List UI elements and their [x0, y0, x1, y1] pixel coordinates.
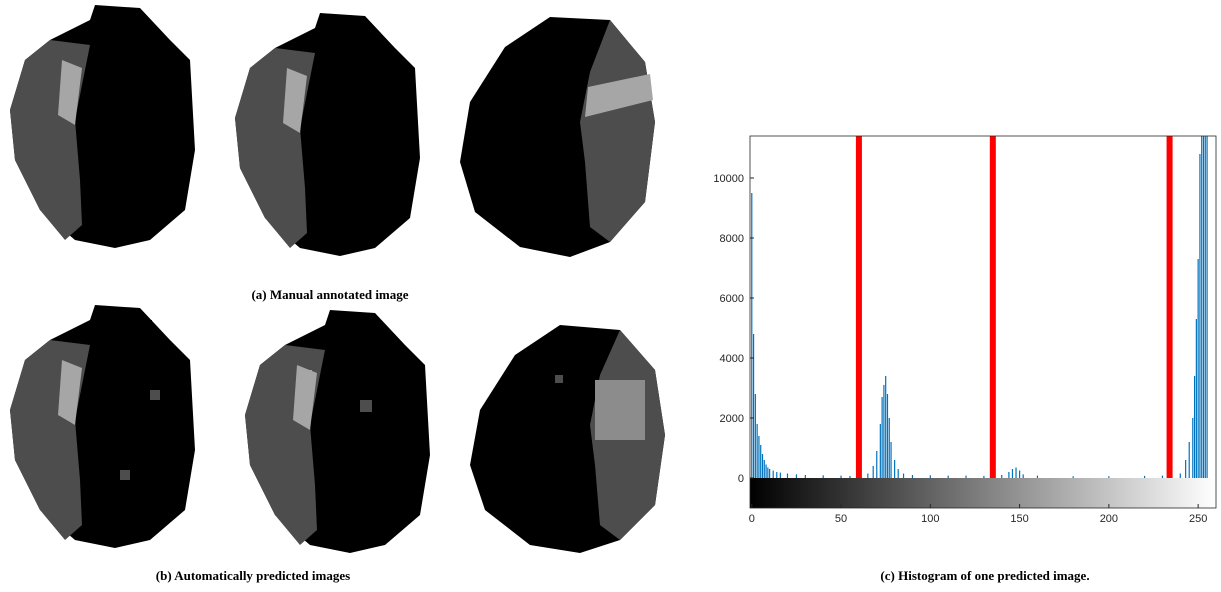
threshold-line — [855, 136, 862, 478]
y-tick-label: 2000 — [720, 413, 744, 425]
manual-image-2 — [235, 13, 420, 256]
y-tick-label: 10000 — [713, 173, 744, 185]
x-tick-label: 150 — [1010, 513, 1028, 525]
y-tick-label: 4000 — [720, 353, 744, 365]
predicted-images — [10, 305, 665, 553]
y-tick-label: 8000 — [720, 233, 744, 245]
x-tick-label: 0 — [749, 513, 755, 525]
manual-image-3 — [460, 17, 655, 257]
manual-image-1 — [10, 5, 195, 248]
plot — [751, 136, 1208, 478]
caption: (b) Automatically predicted images — [155, 568, 351, 583]
x-tick-label: 100 — [921, 513, 939, 525]
y-tick-label: 0 — [738, 473, 744, 485]
colorbar — [750, 478, 1216, 508]
x-tick-label: 50 — [835, 513, 847, 525]
x-tick-label: 200 — [1100, 513, 1118, 525]
brain-images — [10, 5, 665, 553]
y-tick-label: 6000 — [720, 293, 744, 305]
axes-box — [749, 135, 1217, 509]
caption: (a) Manual annotated image — [251, 287, 409, 302]
x-tick-label: 250 — [1189, 513, 1207, 525]
threshold-line — [989, 136, 996, 478]
caption: (c) Histogram of one predicted image. — [880, 568, 1090, 583]
histogram-chart: 0 2000 4000 6000 8000 10000 0 50 100 150 200 250 — [713, 135, 1217, 525]
threshold-line — [1166, 136, 1173, 478]
